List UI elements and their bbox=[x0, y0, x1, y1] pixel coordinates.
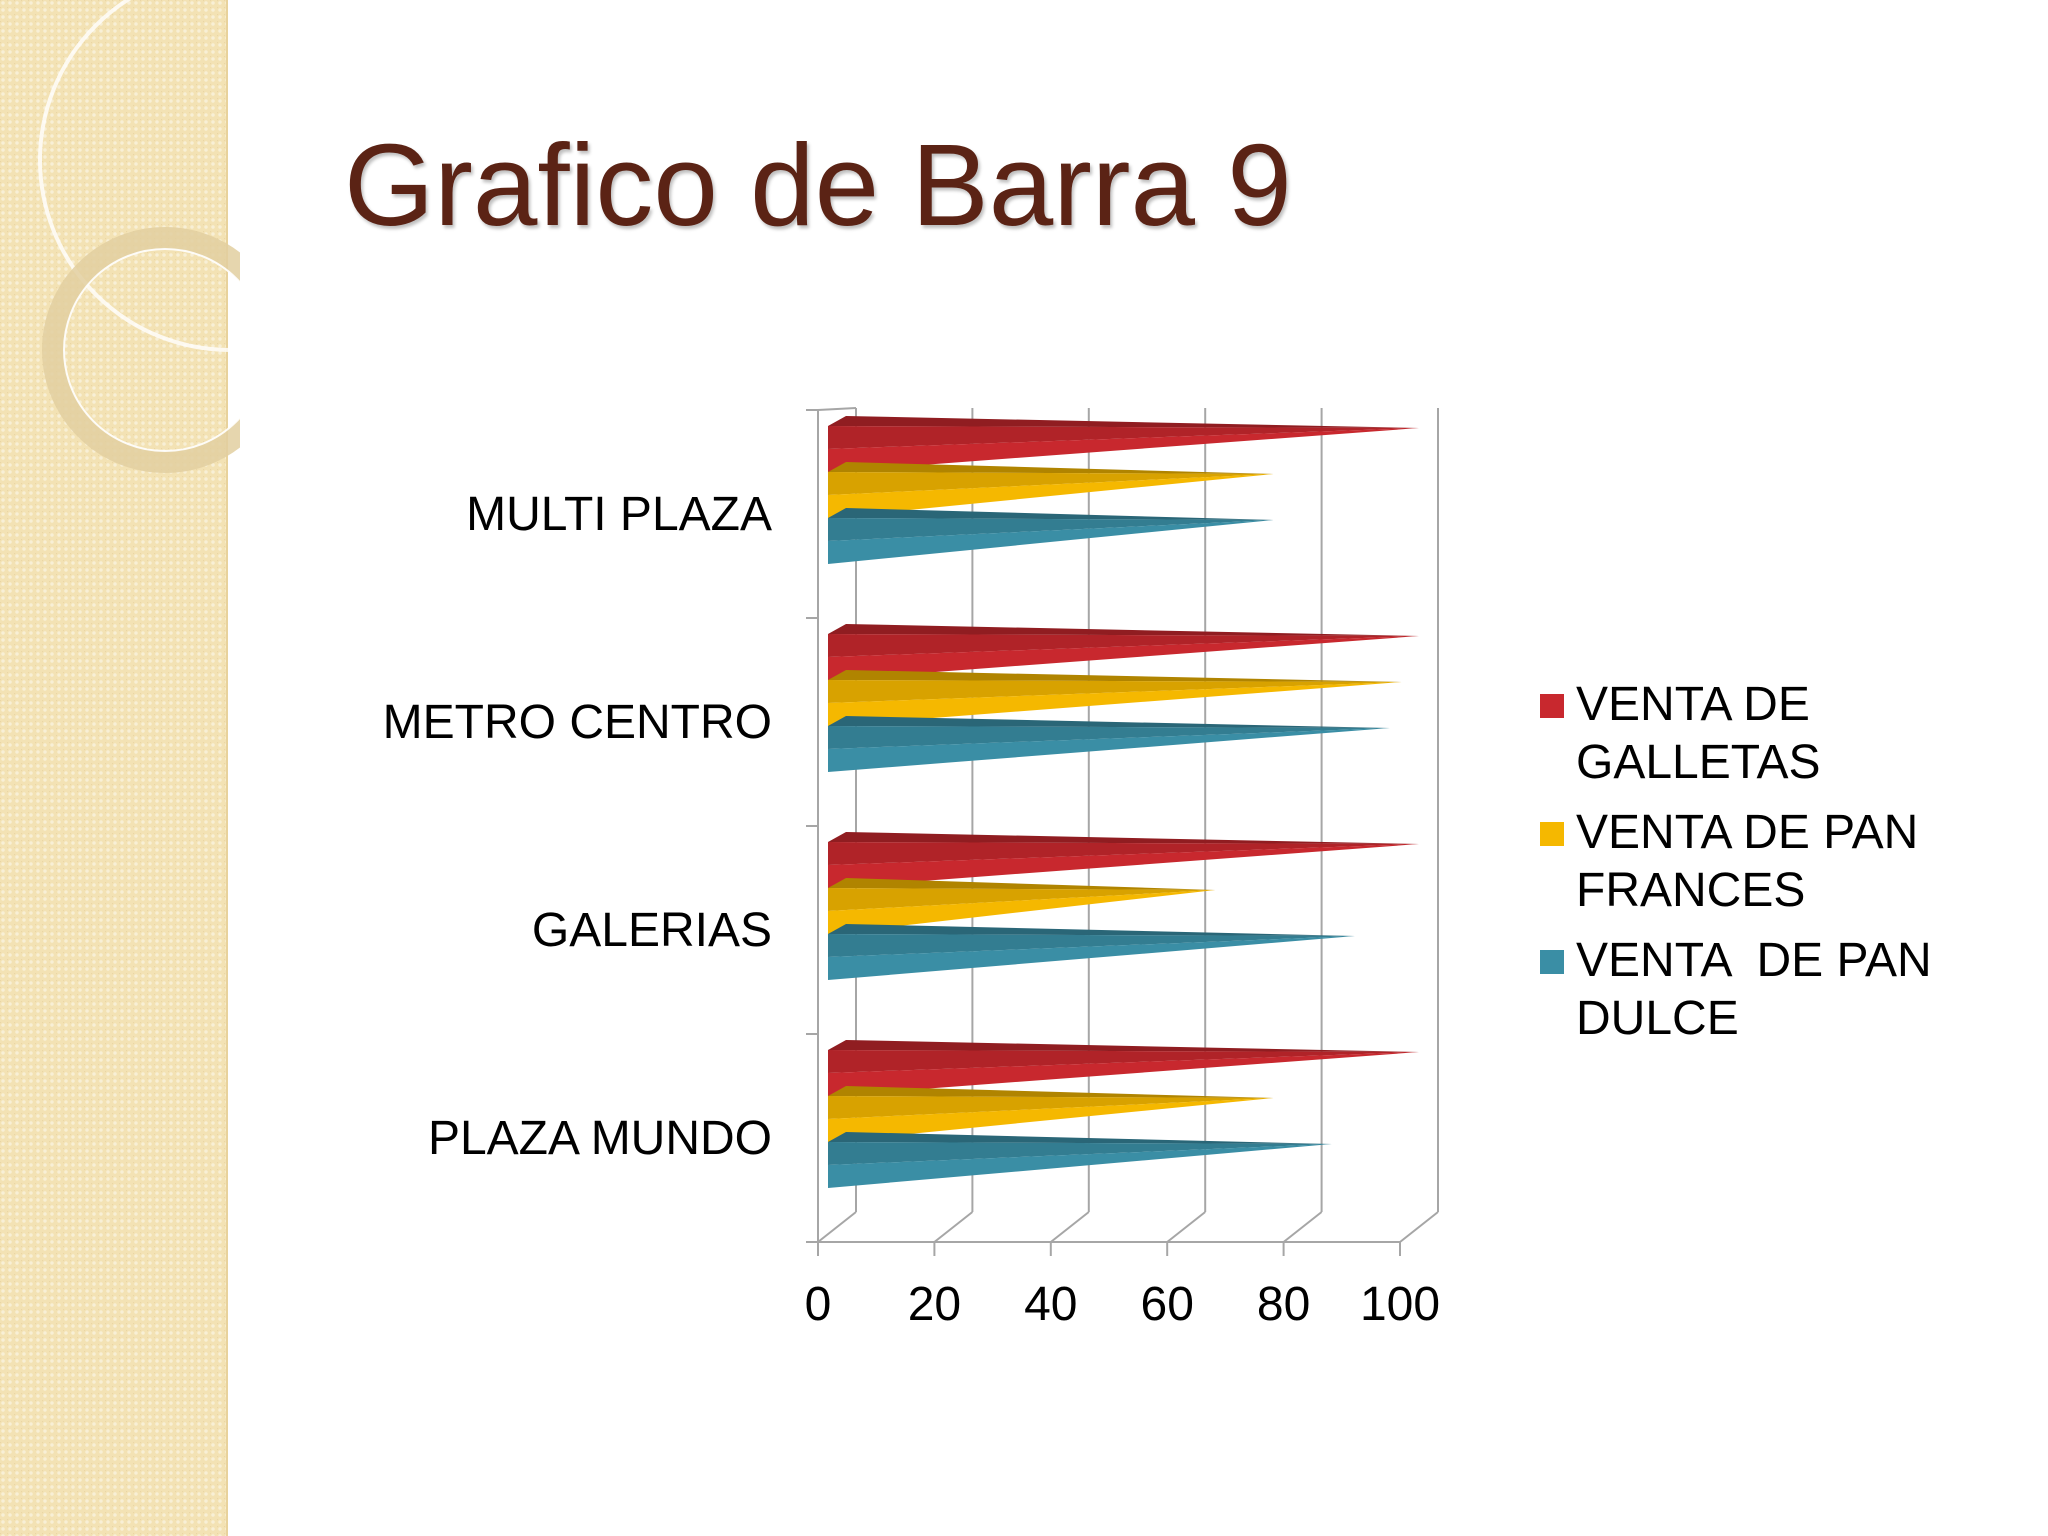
gridline-floor bbox=[817, 1211, 857, 1243]
bar-cone bbox=[828, 716, 1390, 772]
legend-swatch-pan-dulce bbox=[1540, 950, 1564, 974]
bar-cone bbox=[828, 462, 1274, 518]
tick-label: 100 bbox=[1360, 1278, 1440, 1331]
bar-cone bbox=[828, 832, 1419, 888]
gridline-floor bbox=[1282, 1211, 1323, 1243]
legend-label-pan-frances: VENTA DE PAN FRANCES bbox=[1576, 806, 1932, 917]
slide-title: Grafico de Barra 9 bbox=[344, 120, 1292, 250]
legend-item-pan-dulce: VENTA DE PAN DULCE bbox=[1540, 932, 2000, 1048]
category-label: METRO CENTRO bbox=[383, 696, 772, 749]
category-label: PLAZA MUNDO bbox=[428, 1112, 772, 1165]
category-label: GALERIAS bbox=[532, 904, 772, 957]
gridline-floor bbox=[1166, 1211, 1206, 1243]
legend-label-pan-dulce: VENTA DE PAN DULCE bbox=[1576, 934, 1945, 1045]
tick-label: 40 bbox=[1024, 1278, 1077, 1331]
bar-cone bbox=[828, 878, 1216, 934]
tick-label: 20 bbox=[908, 1278, 961, 1331]
bar-cone bbox=[828, 924, 1355, 980]
bar-cone bbox=[828, 1132, 1332, 1188]
legend-item-pan-frances: VENTA DE PAN FRANCES bbox=[1540, 804, 2000, 920]
legend-label-galletas: VENTA DE GALLETAS bbox=[1576, 678, 1824, 789]
tick-label: 0 bbox=[805, 1278, 832, 1331]
gridline-floor bbox=[1050, 1211, 1090, 1243]
legend-swatch-pan-frances bbox=[1540, 822, 1564, 846]
axis-depth-top bbox=[817, 407, 857, 411]
bar-cone bbox=[828, 1040, 1419, 1096]
legend-item-galletas: VENTA DE GALLETAS bbox=[1540, 676, 2000, 792]
tick-label: 60 bbox=[1141, 1278, 1194, 1331]
bar-cone bbox=[828, 508, 1274, 564]
gridline-floor bbox=[1399, 1211, 1439, 1243]
bar-cone bbox=[828, 416, 1419, 472]
legend-swatch-galletas bbox=[1540, 694, 1564, 718]
chart-legend: VENTA DE GALLETAS VENTA DE PAN FRANCES V… bbox=[1540, 676, 2000, 1060]
bar-cone bbox=[828, 1086, 1274, 1142]
bar-cone bbox=[828, 670, 1402, 726]
category-label: MULTI PLAZA bbox=[466, 488, 772, 541]
gridline-floor bbox=[933, 1211, 974, 1243]
tick-label: 80 bbox=[1257, 1278, 1310, 1331]
bar-cone bbox=[828, 624, 1419, 680]
